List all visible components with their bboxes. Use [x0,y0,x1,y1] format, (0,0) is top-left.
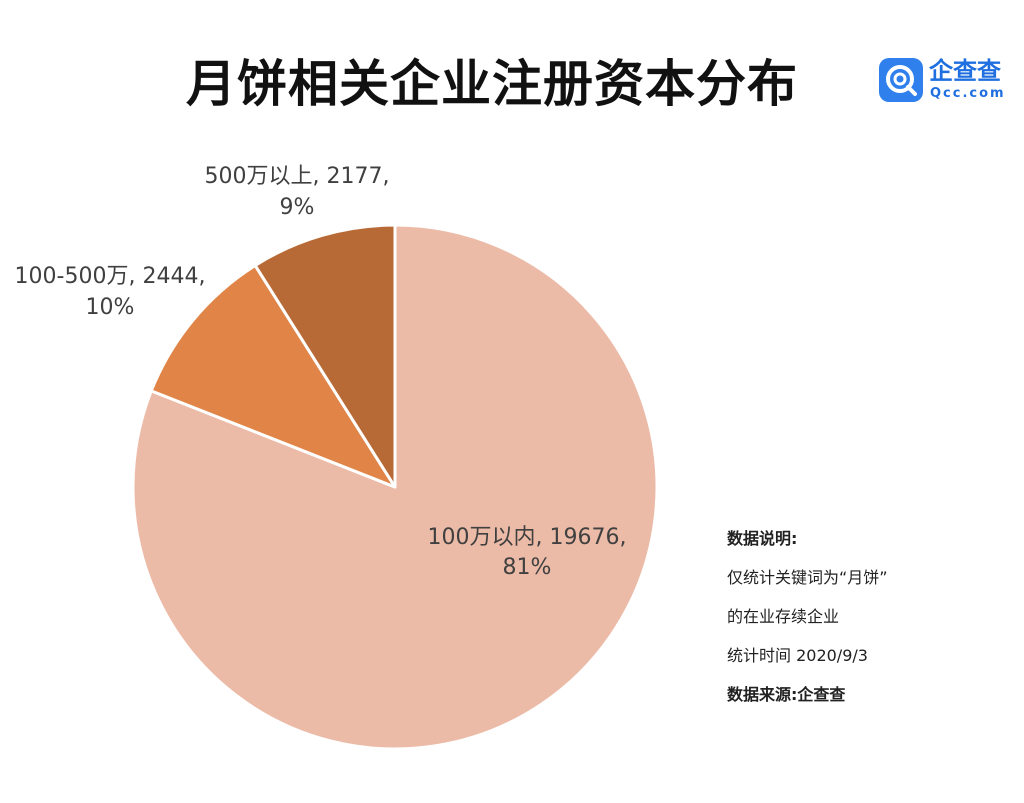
slice-label-under-1m-line-1: 100万以内, 19676, [428,525,627,550]
slice-label-under-1m: 100万以内, 19676, 81% [428,525,627,580]
pie-slice-1m-5m [149,263,397,489]
data-notes: 数据说明: 仅统计关键词为“月饼” 的在业存续企业 统计时间 2020/9/3 … [727,524,1017,719]
notes-source: 数据来源:企查查 [727,685,846,704]
slice-label-over-5m-line-1: 500万以上, 2177, [205,164,390,189]
slice-label-1m-5m-line-1: 100-500万, 2444, [15,264,206,289]
slice-label-over-5m: 500万以上, 2177, 9% [205,164,390,220]
logo-domain: Qcc.com [930,86,1006,101]
qcc-logo: 企查查 Qcc.com [879,57,1019,104]
pie-slice-over-5m [253,223,397,489]
notes-scope: 仅统计关键词为“月饼” [727,568,888,587]
slice-label-under-1m-line-2: 81% [503,555,552,580]
notes-date: 统计时间 2020/9/3 [727,646,868,665]
chart-title: 月饼相关企业注册资本分布 [186,55,798,113]
slice-label-1m-5m-line-2: 10% [86,295,135,320]
logo-name: 企查查 [929,57,1001,85]
slice-label-over-5m-line-2: 9% [280,195,315,220]
notes-heading: 数据说明: [727,529,798,548]
qcc-logo-icon [879,58,923,102]
slice-label-1m-5m: 100-500万, 2444, 10% [15,264,206,320]
notes-scope-continued: 的在业存续企业 [727,607,840,626]
